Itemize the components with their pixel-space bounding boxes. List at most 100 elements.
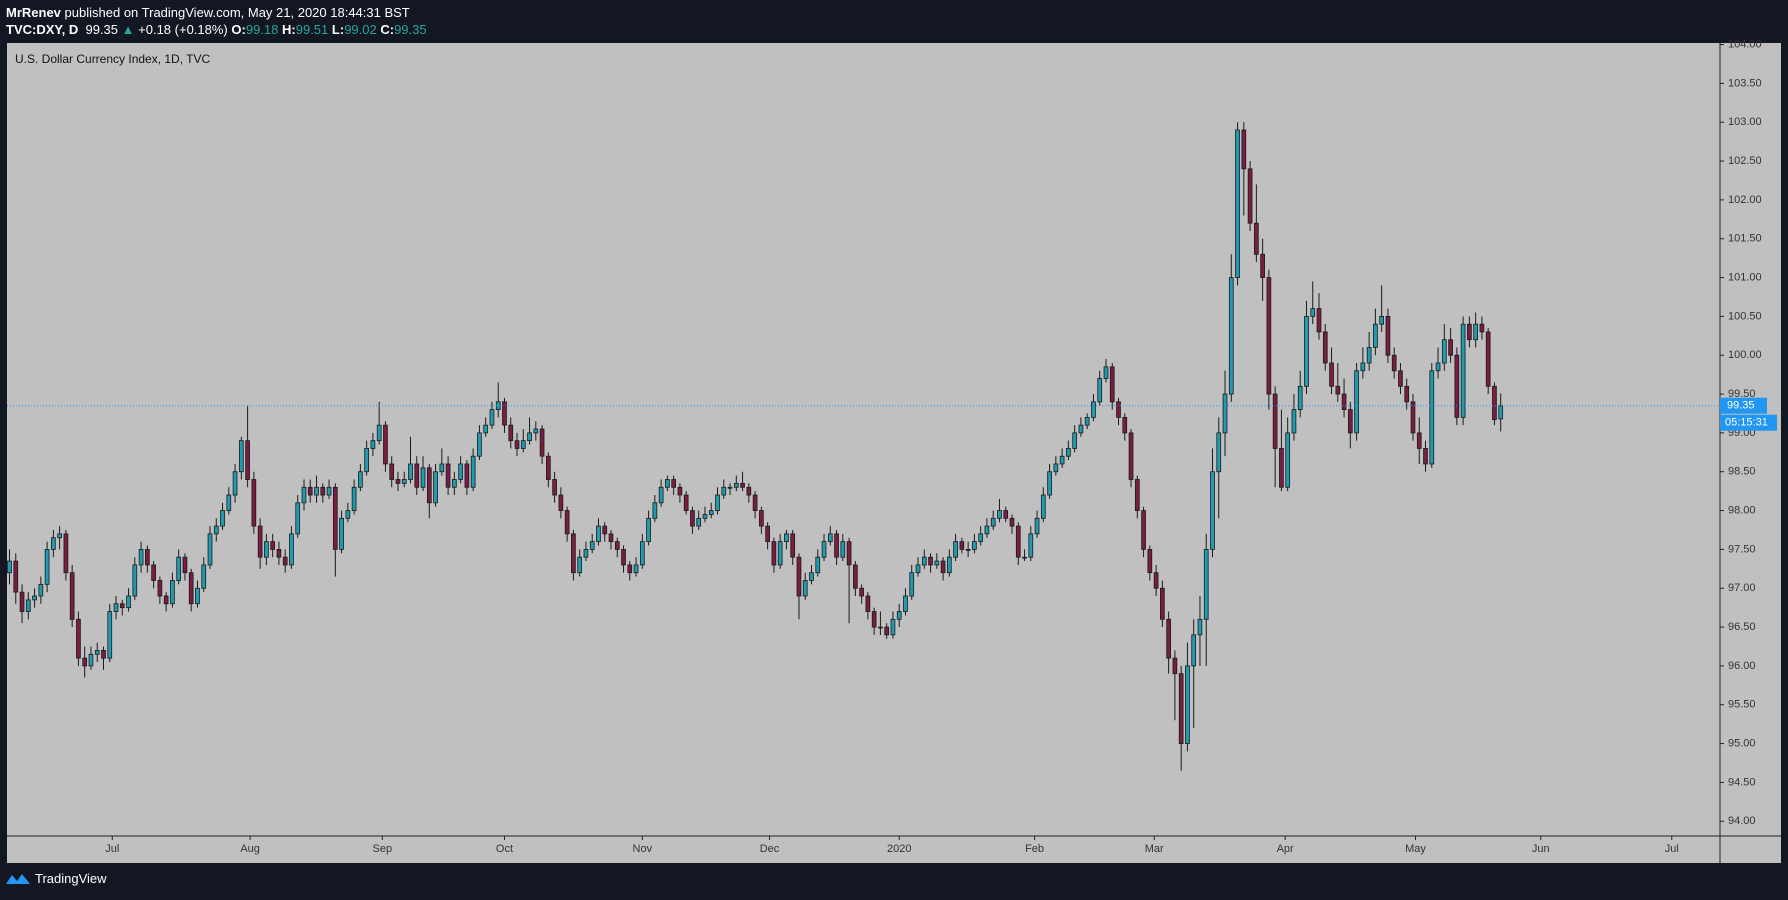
candle-body: [32, 595, 37, 601]
candle-body: [972, 541, 977, 550]
candle-body: [1379, 315, 1385, 325]
candle-body: [809, 572, 814, 581]
candle-body: [508, 424, 514, 442]
candle-body: [1022, 556, 1027, 559]
candle-body: [1216, 432, 1222, 473]
candle-body: [533, 428, 539, 434]
candle-body: [376, 424, 382, 442]
candle-body: [1128, 432, 1134, 480]
candle-body: [25, 599, 31, 612]
countdown-tag: [1720, 414, 1777, 431]
candle-body: [477, 432, 482, 457]
candle-body: [88, 653, 94, 667]
candle-body: [113, 603, 119, 612]
candle-body: [1178, 673, 1184, 744]
candle-body: [1235, 129, 1240, 278]
x-tick-label: Aug: [240, 843, 260, 855]
quote-line: TVC:DXY, D 99.35 ▲ +0.18 (+0.18%) O:99.1…: [6, 21, 427, 38]
candle-body: [702, 514, 708, 519]
candle-body: [589, 541, 595, 550]
price-tag-label: 99.35: [1727, 400, 1755, 412]
y-tick-label: 97.00: [1728, 582, 1756, 594]
y-tick-label: 104.00: [1728, 38, 1762, 50]
candle-body: [1059, 455, 1065, 465]
candle-body: [38, 583, 44, 597]
brand: TradingView: [35, 871, 107, 886]
candle-body: [1373, 323, 1378, 348]
candle-body: [746, 486, 752, 496]
candle-body: [1310, 308, 1316, 317]
close-value: 99.35: [394, 22, 427, 37]
candle-body: [320, 486, 326, 496]
low-value: 99.02: [344, 22, 377, 37]
candle-body: [1398, 370, 1403, 387]
y-tick-label: 96.50: [1728, 621, 1756, 633]
candle-body: [784, 533, 789, 543]
candle-body: [1091, 401, 1096, 418]
candle-body: [752, 494, 758, 511]
candle-body: [332, 486, 338, 550]
candle-body: [470, 455, 476, 488]
candle-body: [1479, 323, 1485, 333]
candle-body: [934, 560, 940, 566]
candle-body: [1429, 370, 1435, 465]
y-tick-label: 96.00: [1728, 660, 1756, 672]
candle-body: [138, 549, 144, 566]
candle-body: [1084, 416, 1090, 426]
candle-body: [1122, 416, 1128, 434]
candle-body: [1153, 572, 1159, 589]
candle-body: [978, 533, 984, 543]
candle-body: [69, 572, 75, 620]
candle-body: [953, 541, 958, 558]
y-tick-label: 94.00: [1728, 815, 1756, 827]
candle-body: [502, 401, 507, 426]
candle-body: [251, 479, 257, 527]
candle-body: [1009, 517, 1015, 527]
candle-body: [596, 525, 601, 543]
candle-body: [1279, 448, 1284, 488]
candle-body: [890, 618, 896, 636]
candle-body: [1366, 347, 1372, 364]
candle-body: [1404, 385, 1410, 403]
candle-body: [708, 510, 714, 515]
candle-body: [464, 463, 470, 488]
candle-body: [157, 580, 163, 597]
change: +0.18 (+0.18%): [138, 22, 228, 37]
candle-body: [483, 424, 489, 434]
candle-body: [370, 440, 376, 449]
candle-body: [1166, 618, 1171, 659]
candle-body: [433, 471, 438, 504]
candle-body: [1210, 471, 1215, 550]
candle-body: [984, 525, 990, 535]
candle-body: [94, 649, 100, 655]
candle-body: [583, 549, 589, 558]
x-tick-label: Nov: [633, 843, 653, 855]
candle-body: [126, 595, 131, 609]
candle-body: [884, 626, 890, 636]
y-tick-label: 103.50: [1728, 77, 1762, 89]
candle-body: [238, 440, 244, 473]
candle-body: [213, 525, 219, 535]
candle-body: [990, 517, 996, 527]
candle-body: [1003, 510, 1009, 519]
last-price: 99.35: [85, 22, 119, 37]
y-tick-label: 95.50: [1728, 699, 1756, 711]
candle-body: [301, 486, 307, 504]
candle-body: [1467, 323, 1472, 341]
candle-body: [834, 533, 839, 558]
candle-body: [558, 494, 564, 511]
candle-body: [665, 479, 670, 488]
candle-body: [1254, 222, 1259, 255]
candle-body: [1354, 370, 1359, 434]
candle-body: [445, 463, 451, 488]
candle-body: [1266, 277, 1272, 395]
candle-body: [1241, 129, 1247, 170]
candle-body: [721, 486, 727, 496]
candle-body: [777, 541, 783, 566]
candle-body: [1304, 315, 1309, 387]
candle-body: [426, 467, 432, 504]
x-tick-label: Sep: [373, 843, 393, 855]
y-tick-label: 101.00: [1728, 271, 1762, 283]
candle-body: [7, 560, 12, 574]
